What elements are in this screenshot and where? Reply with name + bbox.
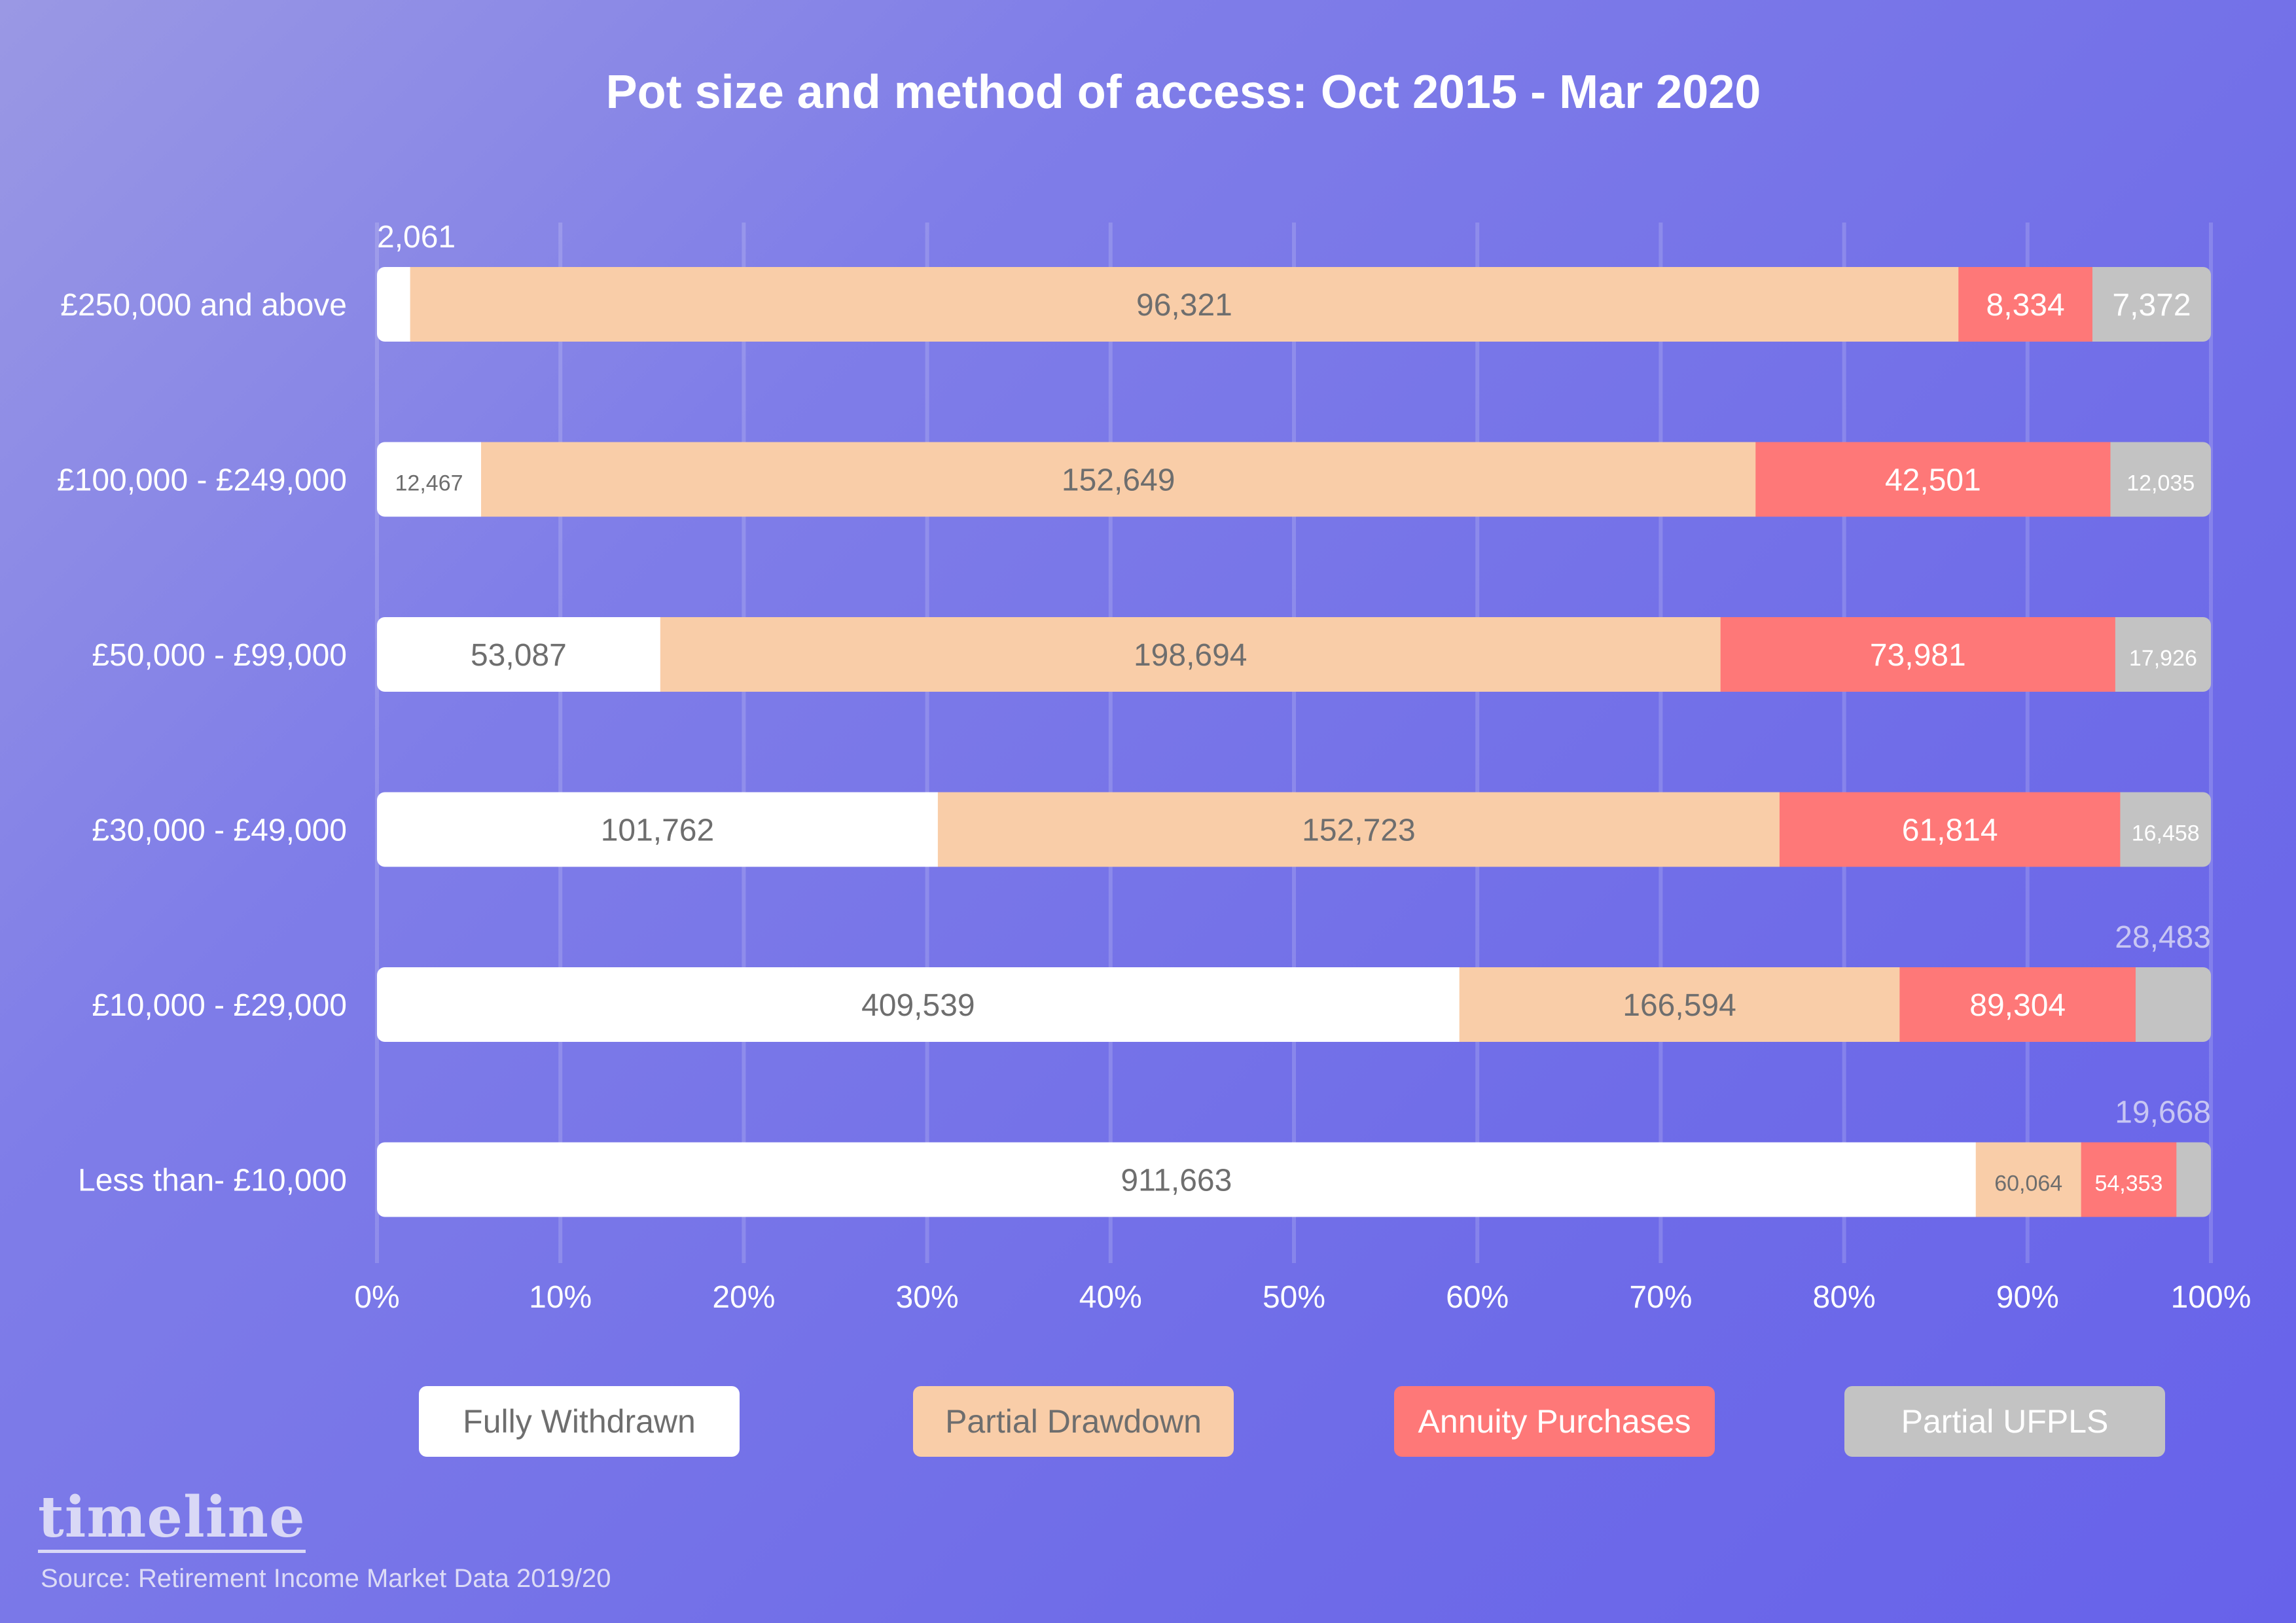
data-label-partial-drawdown: 96,321 xyxy=(1136,288,1232,323)
bar-segment-fully-withdrawn xyxy=(377,617,661,692)
bar-segment-partial-drawdown xyxy=(1975,1142,2082,1217)
category-label: £100,000 - £249,000 xyxy=(57,463,347,498)
data-label-annuity-purchases: 89,304 xyxy=(1969,988,2066,1023)
stacked-bar xyxy=(377,792,2211,867)
x-tick-label: 60% xyxy=(1446,1280,1509,1315)
bar-segment-partial-ufpls xyxy=(2110,442,2211,517)
x-tick-label: 10% xyxy=(529,1280,592,1315)
data-label-annuity-purchases: 42,501 xyxy=(1885,463,1981,498)
bar-segment-annuity-purchases xyxy=(1779,792,2121,867)
stacked-bar xyxy=(377,442,2211,517)
x-tick-label: 90% xyxy=(1996,1280,2059,1315)
bar-segment-annuity-purchases xyxy=(1755,442,2111,517)
category-label: Less than- £10,000 xyxy=(78,1164,347,1198)
data-label-partial-drawdown: 198,694 xyxy=(1134,638,1247,673)
data-label-partial-ufpls: 7,372 xyxy=(2112,288,2191,323)
x-tick-label: 30% xyxy=(896,1280,959,1315)
data-label-annuity-purchases: 54,353 xyxy=(2094,1171,2162,1196)
bar-segment-partial-ufpls xyxy=(2176,1142,2211,1217)
data-label-partial-drawdown: 166,594 xyxy=(1623,988,1736,1023)
legend-item-fully-withdrawn: Fully Withdrawn xyxy=(419,1386,740,1457)
data-label-partial-ufpls: 12,035 xyxy=(2126,471,2195,496)
data-label-fully-withdrawn: 53,087 xyxy=(471,638,567,673)
stacked-bar xyxy=(377,1142,2211,1217)
stacked-bar xyxy=(377,967,2211,1042)
category-labels: £250,000 and above £100,000 - £249,000 £50… xyxy=(57,288,347,1198)
legend-item-partial-drawdown: Partial Drawdown xyxy=(913,1386,1234,1457)
data-label-partial-ufpls: 17,926 xyxy=(2129,646,2197,671)
x-tick-label: 80% xyxy=(1813,1280,1876,1315)
bar-segment-annuity-purchases xyxy=(2081,1142,2177,1217)
bar-segment-partial-ufpls xyxy=(2115,617,2211,692)
bar-segment-partial-drawdown xyxy=(1459,967,1900,1042)
data-label-partial-drawdown: 152,723 xyxy=(1302,813,1416,848)
category-label: £10,000 - £29,000 xyxy=(92,988,347,1023)
bar-segment-fully-withdrawn xyxy=(377,1142,1977,1217)
bar-segment-fully-withdrawn xyxy=(377,442,482,517)
category-label: £30,000 - £49,000 xyxy=(92,813,347,848)
data-label-partial-ufpls: 16,458 xyxy=(2132,821,2200,846)
data-labels: 2,061 96,321 8,334 7,372 12,467 152,649 42,501… xyxy=(377,220,2211,1198)
data-label-fully-withdrawn: 101,762 xyxy=(601,813,715,848)
bar-segment-partial-ufpls xyxy=(2120,792,2211,867)
bar-segment-partial-ufpls xyxy=(2135,967,2211,1042)
x-tick-label: 100% xyxy=(2171,1280,2251,1315)
data-label-partial-drawdown: 60,064 xyxy=(1994,1171,2062,1196)
bar-segment-annuity-purchases xyxy=(1958,267,2093,342)
data-label-fully-withdrawn: 12,467 xyxy=(395,471,463,496)
bar-segment-partial-drawdown xyxy=(660,617,1721,692)
data-label-annuity-purchases: 8,334 xyxy=(1986,288,2065,323)
x-axis-ticks: 0% 10% 20% 30% 40% 50% 60% 70% 80% 90% 100% xyxy=(354,1280,2251,1315)
bar-segment-partial-drawdown xyxy=(937,792,1780,867)
stacked-bar xyxy=(377,617,2211,692)
data-label-partial-ufpls: 19,668 xyxy=(2115,1096,2211,1130)
x-tick-label: 40% xyxy=(1079,1280,1142,1315)
legend-item-partial-ufpls: Partial UFPLS xyxy=(1844,1386,2165,1457)
bar-segment-partial-ufpls xyxy=(2092,267,2211,342)
bar-segments xyxy=(377,267,2211,1217)
x-tick-label: 0% xyxy=(354,1280,399,1315)
bar-segment-fully-withdrawn xyxy=(377,267,411,342)
bar-segment-annuity-purchases xyxy=(1899,967,2136,1042)
category-label: £50,000 - £99,000 xyxy=(92,638,347,673)
category-label: £250,000 and above xyxy=(60,288,347,323)
source-note: Source: Retirement Income Market Data 20… xyxy=(41,1564,611,1593)
gridlines xyxy=(375,223,2213,1263)
x-tick-label: 70% xyxy=(1629,1280,1692,1315)
bar-segment-fully-withdrawn xyxy=(377,967,1460,1042)
data-label-annuity-purchases: 61,814 xyxy=(1902,813,1998,848)
stacked-bar xyxy=(377,267,2211,342)
data-label-fully-withdrawn: 911,663 xyxy=(1121,1164,1232,1198)
data-label-fully-withdrawn: 2,061 xyxy=(377,220,456,255)
legend-item-annuity-purchases: Annuity Purchases xyxy=(1394,1386,1715,1457)
brand-logo: timeline xyxy=(38,1486,306,1553)
data-label-annuity-purchases: 73,981 xyxy=(1870,638,1966,673)
bar-segment-partial-drawdown xyxy=(410,267,1959,342)
data-label-partial-ufpls: 28,483 xyxy=(2115,920,2211,955)
bar-segment-partial-drawdown xyxy=(481,442,1756,517)
data-label-partial-drawdown: 152,649 xyxy=(1062,463,1175,498)
bar-segment-fully-withdrawn xyxy=(377,792,939,867)
x-tick-label: 20% xyxy=(712,1280,775,1315)
chart-title: Pot size and method of access: Oct 2015 … xyxy=(606,66,1761,118)
bar-segment-annuity-purchases xyxy=(1720,617,2116,692)
x-tick-label: 50% xyxy=(1263,1280,1325,1315)
data-label-fully-withdrawn: 409,539 xyxy=(861,988,975,1023)
